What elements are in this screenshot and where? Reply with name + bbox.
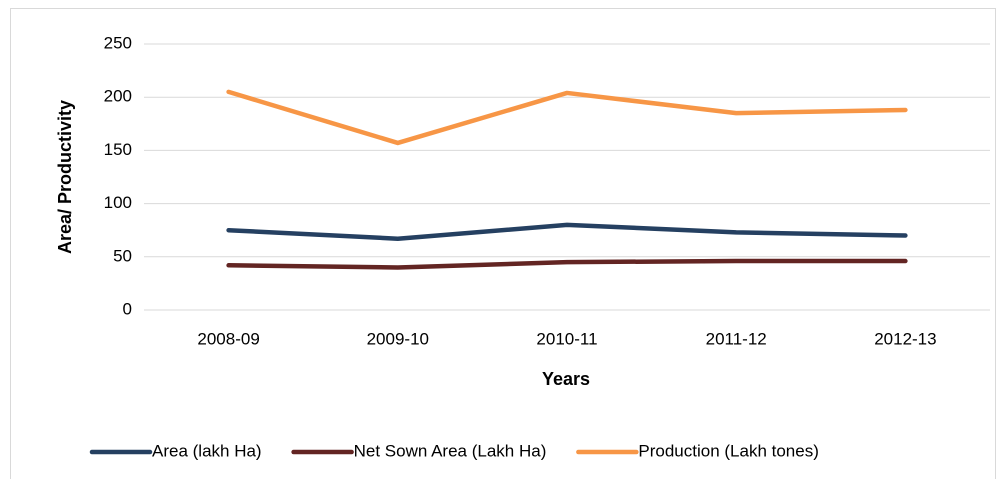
x-tick-label: 2012-13	[874, 329, 936, 348]
y-tick-label: 50	[113, 246, 132, 265]
y-tick-label: 150	[104, 140, 132, 159]
y-tick-label: 250	[104, 33, 132, 52]
x-tick-label: 2010-11	[536, 329, 597, 348]
x-tick-label: 2011-12	[706, 329, 767, 348]
series-line	[226, 89, 908, 146]
x-tick-label: 2008-09	[197, 329, 259, 348]
legend-label: Net Sown Area (Lakh Ha)	[354, 441, 547, 460]
legend-label: Production (Lakh tones)	[638, 441, 819, 460]
chart-border	[10, 8, 996, 484]
series-line	[226, 222, 908, 241]
y-axis-title: Area/ Productivity	[55, 100, 75, 254]
series-line	[226, 258, 908, 270]
legend-label: Area (lakh Ha)	[152, 441, 262, 460]
x-tick-label: 2009-10	[367, 329, 429, 348]
y-tick-label: 100	[104, 193, 132, 212]
y-tick-label: 200	[104, 87, 132, 106]
x-axis-title: Years	[542, 369, 590, 389]
y-tick-label: 0	[123, 299, 132, 318]
